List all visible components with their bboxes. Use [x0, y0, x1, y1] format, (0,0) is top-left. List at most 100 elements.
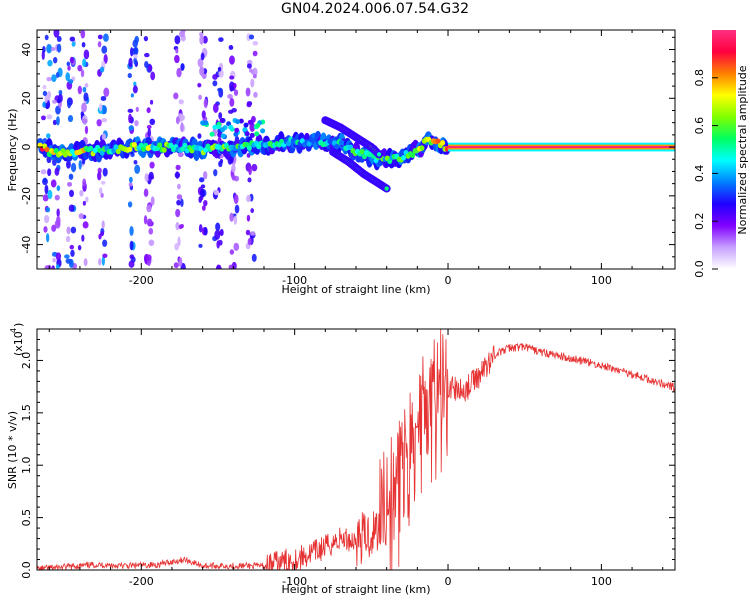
heatmap-cell: [212, 80, 218, 87]
heatmap-cell: [98, 258, 102, 266]
heatmap-cell: [127, 73, 132, 79]
heatmap-cell: [252, 40, 259, 46]
heatmap-cell: [244, 131, 250, 137]
heatmap-cell: [180, 198, 184, 208]
heatmap-cell: [129, 226, 134, 236]
heatmap-cell: [218, 112, 223, 120]
colorbar-tick-label: 0.0: [693, 260, 706, 278]
heatmap-cell: [179, 30, 185, 38]
heatmap-cell: [67, 99, 72, 109]
heatmap-cell: [41, 115, 46, 121]
heatmap-cell: [234, 204, 240, 214]
heatmap-cell: [82, 221, 89, 229]
heatmap-cell: [55, 252, 62, 261]
heatmap-cell: [54, 167, 60, 176]
heatmap-cell: [146, 218, 153, 227]
heatmap-cell: [133, 159, 138, 165]
heatmap-cell: [198, 177, 205, 183]
heatmap-cell: [216, 240, 220, 249]
heatmap-cell: [101, 45, 108, 54]
heatmap-cell: [149, 118, 156, 126]
heatmap-cell: [146, 204, 152, 213]
heatmap-cell: [78, 160, 82, 170]
heatmap-cell: [50, 179, 57, 188]
heatmap-cell: [157, 142, 163, 148]
heatmap-cell: [260, 128, 266, 134]
heatmap-cell: [250, 231, 256, 236]
heatmap-cell: [200, 52, 205, 61]
heatmap-cell: [132, 39, 138, 48]
heatmap-cell: [144, 61, 149, 69]
heatmap-cell: [249, 132, 255, 138]
heatmap-cell: [228, 44, 234, 50]
heatmap-cell: [306, 141, 312, 147]
heatmap-cell: [144, 173, 149, 182]
heatmap-cell: [40, 169, 47, 175]
heatmap-cell: [127, 201, 133, 208]
heatmap-cell: [233, 83, 237, 89]
heatmap-cell: [102, 105, 107, 115]
heatmap-cell: [146, 124, 152, 129]
heatmap-cell: [198, 94, 202, 100]
heatmap-cell: [246, 33, 251, 42]
heatmap-cell: [70, 226, 77, 234]
heatmap-cell: [103, 54, 108, 64]
heatmap-cell: [143, 35, 149, 42]
heatmap-cell: [218, 160, 223, 168]
heatmap-cell: [174, 35, 181, 45]
snr-frame: [36, 328, 676, 571]
colorbar-tick-label: 0.6: [693, 117, 706, 135]
heatmap-cell: [197, 57, 204, 68]
heatmap-cell: [67, 115, 74, 123]
heatmap-cell: [248, 68, 253, 73]
heatmap-cell: [132, 85, 138, 94]
snr-panel: -200 -100 0 100 0.0 0.5 1.0 1.5 2.0 Height of st…: [6, 323, 676, 596]
heatmap-cell: [178, 224, 183, 230]
colorbar-ticks: 0.0 0.2 0.4 0.6 0.8: [693, 69, 718, 278]
heatmap-cell: [43, 226, 48, 233]
heatmap-cell: [133, 56, 137, 65]
heatmap-cell: [177, 183, 181, 190]
heatmap-cell: [129, 254, 135, 260]
heatmap-cell: [50, 46, 56, 51]
heatmap-cell: [53, 147, 59, 154]
y-tick-label: 1.5: [20, 404, 33, 422]
heatmap-cell: [47, 189, 53, 200]
heatmap-cell: [69, 189, 74, 198]
heatmap-cell: [78, 213, 84, 219]
heatmap-cell: [84, 83, 89, 88]
heatmap-cell: [134, 120, 139, 127]
heatmap-cell: [247, 177, 252, 183]
heatmap-cell: [56, 43, 62, 53]
heatmap-cell: [101, 220, 105, 230]
heatmap-cell: [247, 237, 252, 246]
heatmap-cell: [42, 46, 46, 54]
heatmap-cell: [180, 63, 185, 71]
heatmap-cell: [42, 178, 48, 186]
heatmap-cell: [175, 48, 179, 54]
colorbar-tick-label: 0.2: [693, 212, 706, 230]
heatmap-cell: [250, 78, 255, 88]
heatmap-cell: [229, 81, 235, 91]
heatmap-cell: [55, 116, 60, 126]
heatmap-cell: [64, 254, 70, 259]
heatmap-cell: [219, 118, 225, 124]
heatmap-cell: [229, 75, 235, 80]
heatmap-cell: [338, 139, 344, 146]
heatmap-cell: [251, 163, 258, 172]
heatmap-cell: [401, 155, 407, 161]
heatmap-cell: [242, 127, 248, 133]
heatmap-cell: [102, 167, 108, 177]
heatmap-cell: [229, 55, 235, 65]
heatmap-cell: [246, 63, 252, 69]
heatmap-cell: [127, 146, 133, 153]
heatmap-cell: [46, 43, 52, 54]
heatmap-cell: [81, 234, 85, 242]
heatmap-cell: [44, 34, 49, 41]
heatmap-cell: [174, 171, 181, 179]
heatmap-cell: [234, 127, 240, 133]
heatmap-cell: [246, 153, 251, 158]
heatmap-cell: [249, 122, 256, 132]
spectrogram-ylabel: Frequency (Hz): [6, 109, 19, 192]
